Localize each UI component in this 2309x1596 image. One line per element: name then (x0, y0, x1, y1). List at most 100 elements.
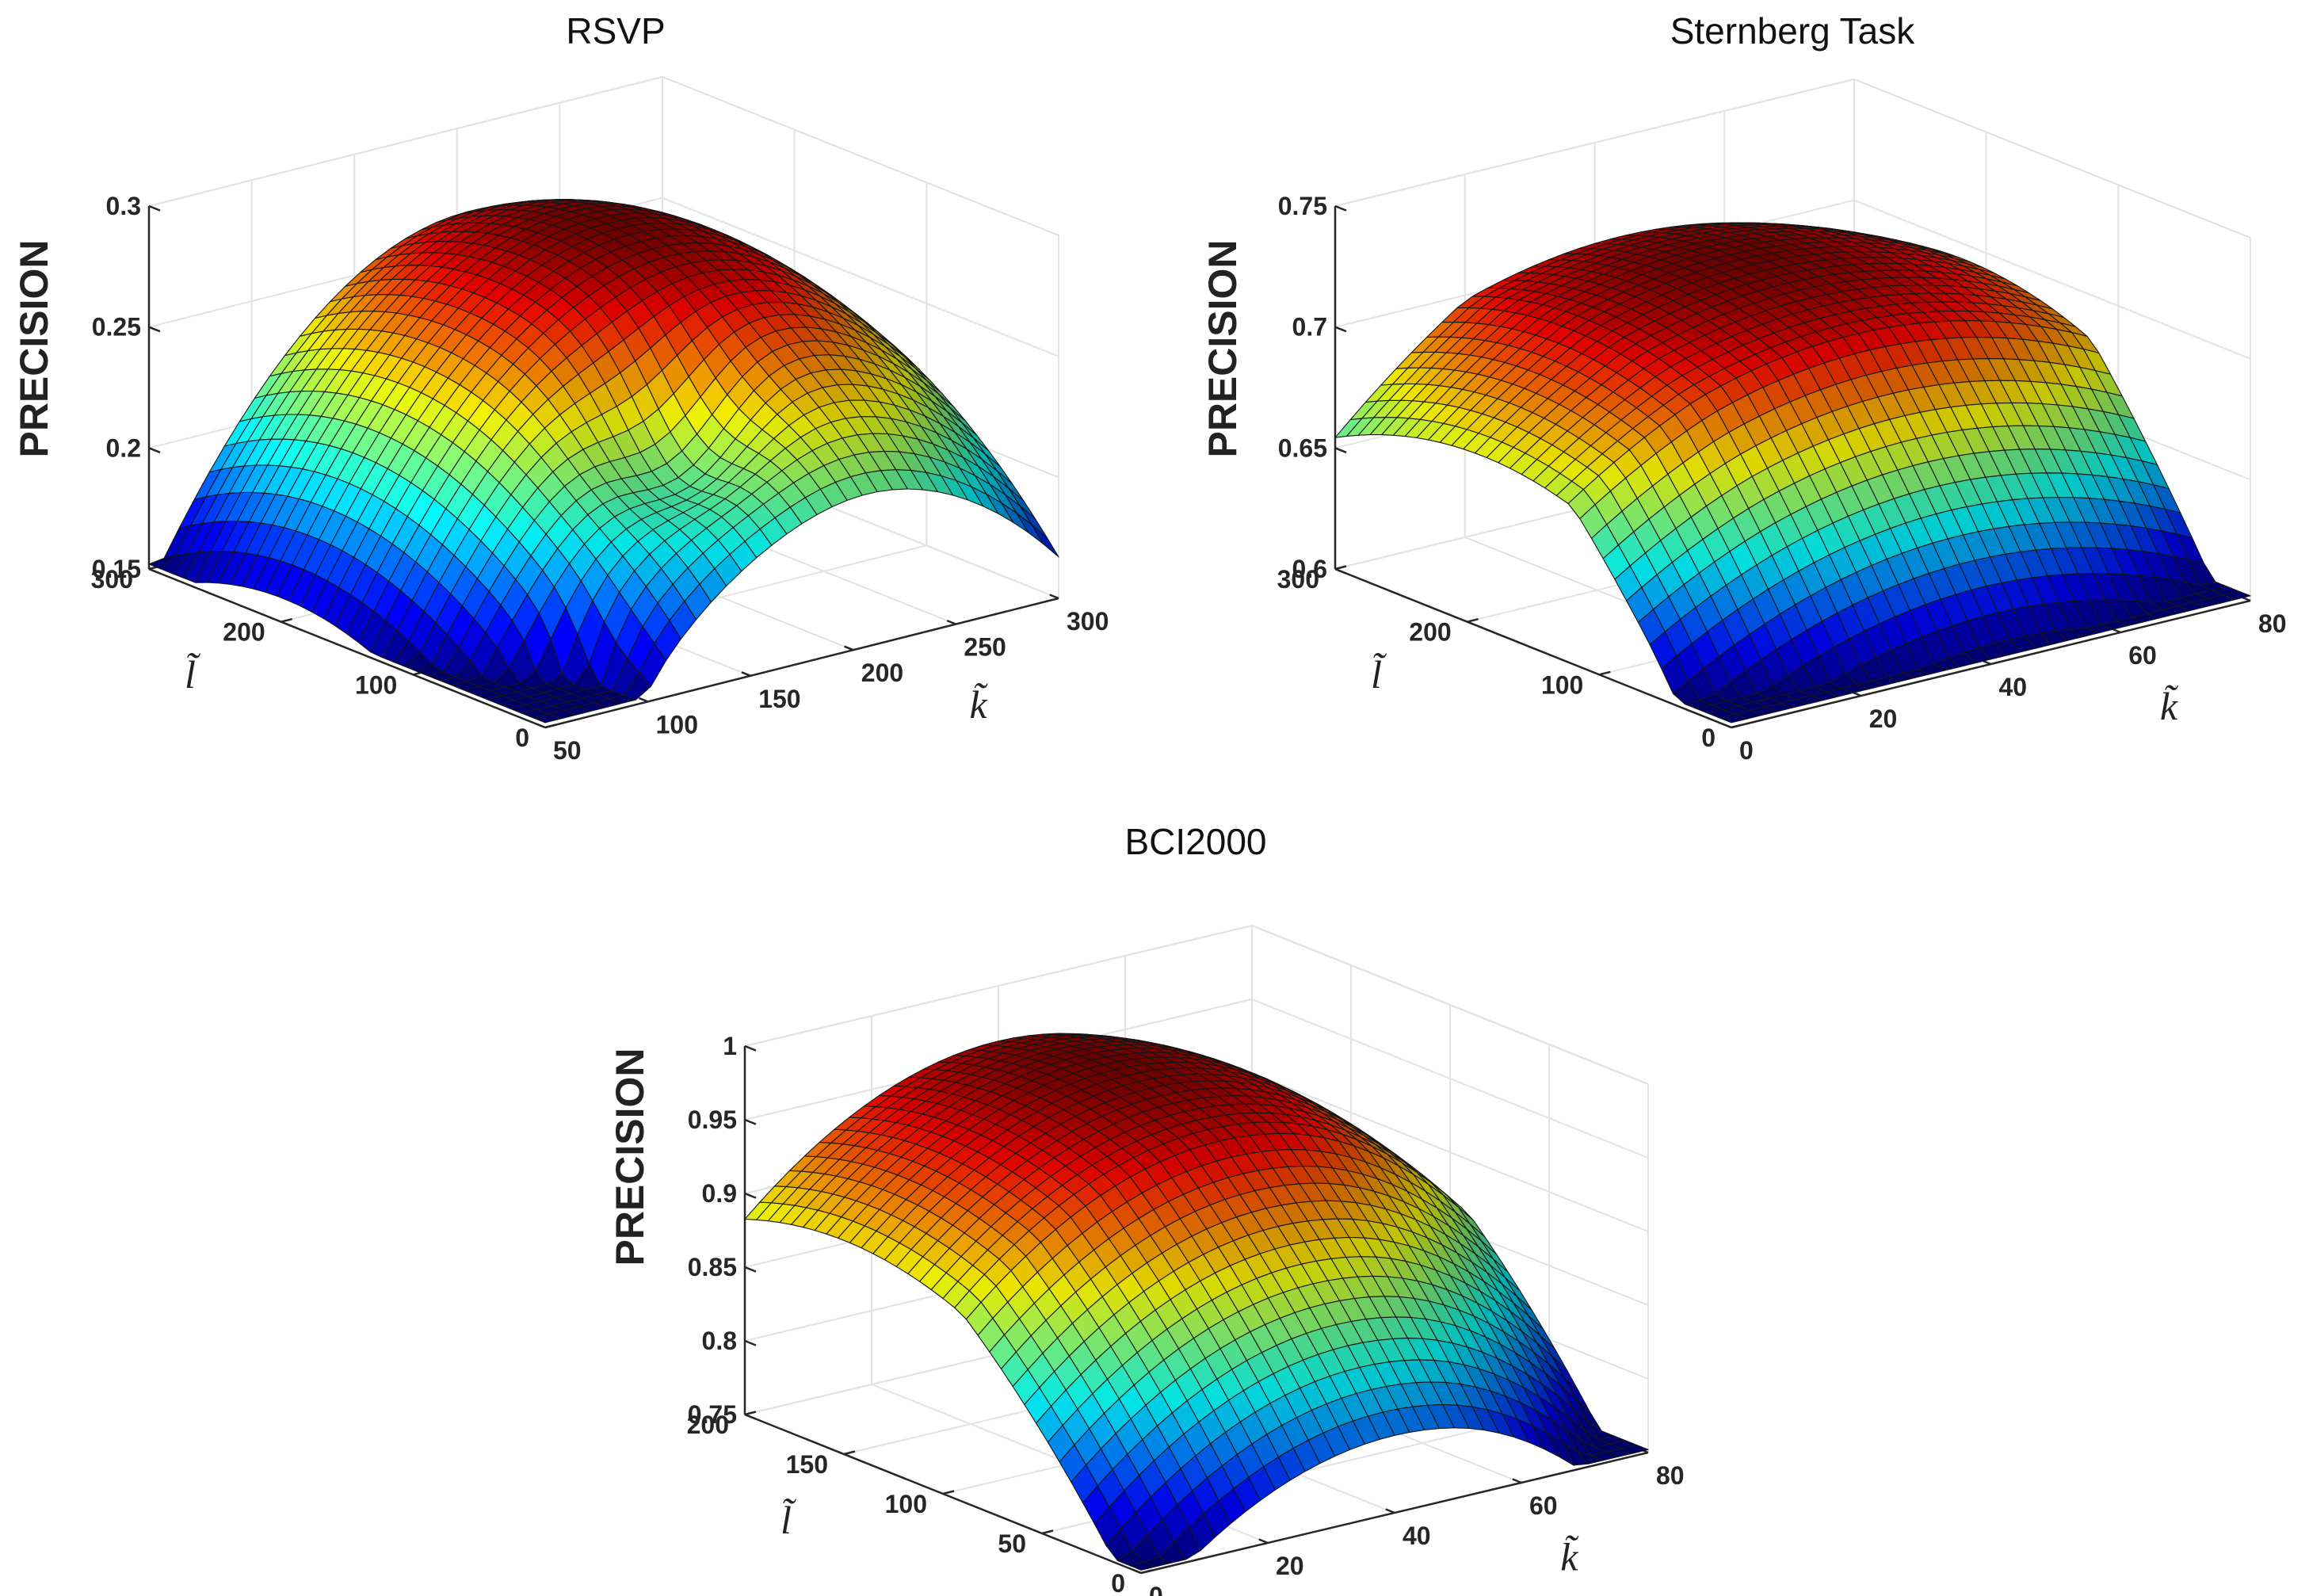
l-tick-label: 100 (355, 670, 397, 699)
precision-tick (744, 1339, 757, 1346)
wall-gridline (662, 197, 1059, 357)
surface-mesh (744, 1033, 1649, 1571)
l-tick-label: 0 (1701, 724, 1716, 752)
k-tick-label: 40 (1999, 673, 2028, 701)
k-tick-label: 60 (2128, 641, 2157, 670)
l-tick (843, 1450, 856, 1456)
precision-tick (744, 1118, 757, 1125)
l-tick (942, 1490, 955, 1495)
l-tick (1041, 1529, 1054, 1535)
chart-title: BCI2000 (1124, 821, 1266, 862)
k-tick (1049, 594, 1059, 600)
chart-title: Sternberg Task (1670, 10, 1916, 52)
l-tick-label: 150 (786, 1450, 828, 1479)
k-axis-line (544, 597, 1059, 729)
precision-tick-label: 0.65 (1278, 433, 1327, 462)
precision-tick (1334, 326, 1347, 333)
k-tick-label: 50 (553, 736, 582, 765)
precision-tick-label: 0.85 (688, 1253, 737, 1281)
precision-tick-label: 0.7 (1292, 313, 1327, 342)
precision-axis-label: PRECISION (1200, 239, 1245, 457)
box-top-edge (148, 75, 1059, 236)
k-tick (1512, 1478, 1522, 1484)
k-tick-label: 80 (2258, 609, 2287, 638)
bci2000-surface-plot: 0.750.80.850.90.951020406080050100150200… (608, 821, 1685, 1596)
l-axis-label: l̃ (780, 1498, 796, 1542)
wall-gridline (1853, 199, 2251, 360)
l-tick-label: 300 (91, 565, 133, 594)
l-tick-label: 200 (223, 618, 265, 647)
l-tick-label: 200 (687, 1411, 729, 1439)
l-tick (544, 724, 557, 729)
precision-tick-label: 0.2 (106, 433, 141, 462)
k-tick (536, 723, 546, 729)
l-tick-label: 300 (1277, 565, 1319, 594)
axes: 0.15 0.2 0.25 0.3 50 100 150 200 250 300 0 100 200 30… (12, 192, 1109, 765)
precision-tick (148, 204, 161, 212)
precision-axis-label: PRECISION (12, 239, 56, 457)
precision-tick (148, 567, 161, 575)
k-tick-label: 0 (1739, 736, 1754, 765)
k-axis-label: k̃ (969, 682, 987, 727)
l-tick-label: 0 (1111, 1569, 1125, 1596)
precision-tick (744, 1266, 757, 1273)
l-tick (281, 617, 292, 623)
l-tick (1467, 617, 1479, 623)
precision-tick (148, 447, 161, 454)
l-tick-label: 0 (515, 724, 529, 752)
k-tick (1258, 1538, 1269, 1544)
l-tick (1140, 1569, 1153, 1575)
k-tick-label: 100 (656, 710, 698, 739)
k-tick-label: 20 (1869, 704, 1898, 733)
l-tick (1334, 565, 1347, 571)
l-tick (1731, 724, 1743, 729)
k-axis-label: k̃ (1560, 1534, 1578, 1579)
precision-tick-label: 0.6 (1292, 555, 1327, 583)
l-tick-label: 100 (1541, 670, 1583, 699)
precision-tick-label: 0.3 (106, 192, 141, 220)
k-tick-label: 0 (1149, 1582, 1163, 1596)
surface-patch (1031, 524, 1059, 558)
precision-axis-label: PRECISION (608, 1048, 652, 1266)
precision-tick-label: 0.9 (702, 1179, 737, 1208)
k-axis-label: k̃ (2160, 684, 2178, 728)
surface-mesh (148, 199, 1059, 724)
precision-tick-label: 0.25 (92, 313, 141, 342)
l-axis-label: l̃ (185, 652, 200, 697)
k-tick (1385, 1508, 1395, 1514)
k-tick-label: 20 (1276, 1552, 1304, 1580)
k-tick (946, 619, 956, 625)
axes: 0.6 0.65 0.7 0.75 0 20 40 60 80 0 100 200 300 k̃ l̃ PRE… (1200, 192, 2287, 765)
k-tick-label: 250 (964, 633, 1006, 662)
precision-tick (148, 326, 161, 333)
l-tick (1599, 670, 1611, 676)
k-tick-label: 80 (1656, 1461, 1685, 1490)
l-axis-label: l̃ (1371, 652, 1387, 697)
sternberg-surface-plot: 0.6 0.65 0.7 0.75 0 20 40 60 80 0 100 200 300 k̃ l̃ PRE… (1200, 10, 2287, 765)
precision-tick-label: 0.95 (688, 1105, 737, 1134)
l-tick-label: 50 (998, 1529, 1026, 1558)
precision-tick (1334, 204, 1347, 212)
l-axis-line (1334, 567, 1732, 729)
k-tick-label: 60 (1529, 1491, 1558, 1520)
l-tick-label: 200 (1409, 618, 1451, 647)
k-tick-label: 40 (1403, 1522, 1431, 1550)
precision-tick-label: 0.75 (1278, 192, 1327, 220)
k-tick-label: 150 (758, 685, 800, 713)
k-tick-label: 300 (1067, 607, 1109, 636)
precision-tick (1334, 567, 1347, 575)
rsvp-surface-plot: 0.15 0.2 0.25 0.3 50 100 150 200 250 300 0 100 200 30… (12, 10, 1109, 765)
k-tick-label: 200 (861, 659, 903, 687)
surface-mesh (1334, 222, 2251, 724)
k-tick (1722, 723, 1732, 729)
l-tick-label: 100 (885, 1490, 927, 1518)
precision-tick (744, 1044, 757, 1052)
l-axis-line (148, 567, 546, 729)
precision-tick-label: 1 (723, 1032, 737, 1060)
chart-title: RSVP (566, 10, 665, 52)
precision-tick (744, 1413, 757, 1420)
precision-tick (744, 1192, 757, 1199)
box-top-edge (1334, 78, 2251, 239)
k-tick (844, 645, 854, 651)
